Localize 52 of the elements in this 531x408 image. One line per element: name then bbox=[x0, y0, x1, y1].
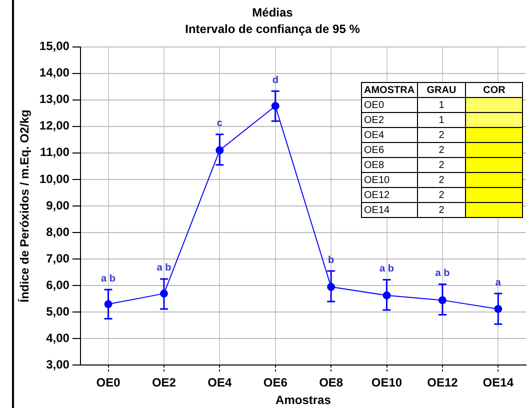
y-tick-label: 10,00 bbox=[39, 172, 70, 186]
chart-title: Médias bbox=[252, 6, 294, 20]
category-label: OE12 bbox=[364, 190, 390, 200]
x-tick-label: OE4 bbox=[208, 376, 232, 390]
annotation: c bbox=[216, 118, 223, 130]
category-label: OE8 bbox=[364, 160, 384, 170]
y-tick-label: 8,00 bbox=[46, 224, 70, 239]
y-tick-label: 3,00 bbox=[46, 358, 70, 372]
text: 1 bbox=[438, 114, 444, 126]
annotation: d bbox=[272, 74, 278, 86]
category-label: OE0 bbox=[364, 100, 384, 110]
y-tick-label: 14,00 bbox=[39, 66, 70, 80]
y-axis-title: Índice de Peróxidos / m.Eq. O2/kg bbox=[18, 110, 32, 302]
x-tick-label: OE6 bbox=[263, 376, 288, 390]
y-tick-label: 9,00 bbox=[46, 198, 70, 212]
y-tick-label: 6,00 bbox=[46, 278, 70, 292]
category-label: GRAU bbox=[417, 82, 466, 98]
annotation: a bbox=[495, 277, 502, 288]
y-tick-label: 4,00 bbox=[46, 330, 70, 345]
y-tick-label: 12,00 bbox=[39, 118, 70, 133]
y-tick-label: 13,00 bbox=[39, 92, 70, 106]
chart-subtitle: Intervalo de confiança de 95 % bbox=[185, 22, 360, 36]
text: 2 bbox=[438, 130, 444, 140]
x-tick-label: OE12 bbox=[427, 376, 458, 390]
annotation: a b bbox=[101, 273, 116, 284]
category-label: AMOSTRA bbox=[362, 82, 418, 98]
text: 2 bbox=[438, 144, 444, 156]
annotation: a b bbox=[435, 268, 450, 280]
category-label: OE6 bbox=[364, 144, 384, 156]
y-tick-label: 11,00 bbox=[40, 145, 70, 160]
y-tick-label: 15,00 bbox=[39, 39, 70, 54]
x-tick-label: OE8 bbox=[319, 376, 344, 390]
text: 1 bbox=[438, 100, 444, 110]
category-label: COR bbox=[466, 82, 522, 98]
x-tick-label: OE2 bbox=[152, 376, 176, 390]
category-label: OE4 bbox=[364, 130, 384, 140]
annotation: a b bbox=[156, 262, 172, 274]
text: 2 bbox=[438, 160, 444, 170]
x-axis-title: Amostras bbox=[276, 393, 332, 408]
annotation: a b bbox=[380, 264, 394, 275]
x-tick-label: OE10 bbox=[371, 376, 402, 390]
text: 2 bbox=[438, 174, 444, 186]
x-tick-label: OE0 bbox=[96, 376, 121, 390]
category-label: OE14 bbox=[364, 204, 390, 216]
x-tick-label: OE14 bbox=[482, 376, 514, 390]
category-label: OE2 bbox=[364, 114, 384, 126]
y-tick-label: 7,00 bbox=[46, 251, 70, 266]
category-label: OE10 bbox=[364, 174, 390, 186]
text: 2 bbox=[438, 204, 444, 216]
text: 2 bbox=[438, 190, 444, 200]
y-tick-label: 5,00 bbox=[46, 304, 70, 318]
annotation: b bbox=[328, 254, 334, 266]
